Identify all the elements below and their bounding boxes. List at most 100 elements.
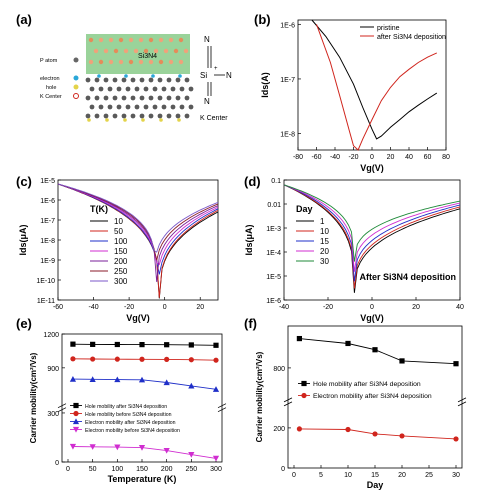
legend-label-2: 100	[114, 237, 128, 246]
legend-title: Day	[296, 204, 313, 214]
p-atom	[130, 95, 136, 101]
series-line-1	[299, 428, 457, 440]
y-tick-label: 1E-5	[266, 274, 281, 281]
si3n4-atoms	[88, 37, 189, 65]
y-tick-label: 200	[273, 426, 285, 433]
x-tick-label: -40	[88, 304, 98, 311]
series-line-3	[57, 183, 219, 266]
data-point-2	[212, 386, 220, 392]
y-axis-label: Carrier mobility(cm²/Vs)	[255, 351, 264, 442]
si3n4-layer-label: Si3N4	[138, 53, 157, 60]
p-atom	[152, 86, 158, 92]
y-tick-label: 1E-6	[280, 22, 295, 29]
legend-label-2: Electron mobility after Si3N4 deposition	[85, 420, 176, 426]
y-tick-label: 0	[281, 466, 285, 473]
phosphorene-lattice	[85, 74, 194, 122]
p-atom	[139, 113, 145, 119]
p-atom	[166, 95, 172, 101]
k-center-label: K Center	[200, 115, 228, 122]
panel-f-label: (f)	[244, 316, 257, 331]
p-atom	[125, 86, 131, 92]
x-axis-label: Day	[367, 480, 384, 490]
p-atom	[134, 104, 140, 110]
x-tick-label: -60	[53, 304, 63, 311]
si3n4-atom	[123, 48, 129, 54]
data-point-1	[188, 357, 194, 363]
hole	[159, 118, 163, 122]
data-point-1	[90, 356, 96, 362]
si3n4-atom	[98, 37, 104, 43]
x-tick-label: -20	[323, 304, 333, 311]
series-line-0	[311, 19, 438, 140]
x-axis-label: Vg(V)	[360, 163, 384, 173]
si3n4-atom	[168, 37, 174, 43]
data-point-0	[213, 342, 219, 348]
electron	[124, 74, 128, 78]
p-atom	[157, 113, 163, 119]
series-line-3	[72, 446, 217, 459]
series-line-4	[57, 183, 219, 282]
chart-c: (c) -60 -40 -20 0 20 1E-5 1E-6 1E-7 1E-8 1E-9 1E-10…	[16, 174, 219, 323]
legend-electron: electron	[40, 76, 60, 82]
p-atom	[103, 113, 109, 119]
data-point-2	[89, 376, 96, 382]
legend-label-1: after Si3N4 deposition	[377, 34, 446, 41]
p-atom	[121, 95, 127, 101]
y-tick-label: 1E-10	[36, 278, 55, 285]
data-point-0	[114, 341, 120, 348]
legend-marker-0	[301, 380, 307, 387]
k-center-marker	[73, 93, 79, 99]
legend-marker-3	[72, 426, 80, 433]
data-point-2	[114, 376, 121, 383]
legend-label-3: 20	[320, 247, 329, 256]
x-tick-label: 30	[452, 472, 460, 479]
legend-label-0: 10	[114, 217, 123, 226]
x-tick-label: 300	[210, 466, 222, 473]
legend-label-1: Electron mobility after Si3N4 deposition	[313, 393, 432, 400]
legend-label-0: Hole mobility after Si3N4 deposition	[85, 404, 167, 410]
si3n4-atom	[183, 48, 189, 54]
legend-label-0: pristine	[377, 25, 400, 32]
data-point-3	[188, 452, 195, 458]
y-axis-label: Ids(A)	[260, 72, 270, 98]
x-tick-label: 0	[292, 472, 296, 479]
si3n4-atom	[108, 37, 114, 43]
p-atom	[161, 104, 167, 110]
y-tick-label: 1E-7	[280, 77, 295, 84]
x-tick-label: -40	[330, 154, 340, 161]
legend-label-1: Hole mobility before Si3N4 deposition	[85, 412, 172, 418]
data-point-0	[399, 358, 405, 364]
p-atom	[98, 104, 104, 110]
p-atom	[85, 77, 91, 83]
chart-annotation: After Si3N4 deposition	[359, 272, 456, 282]
defect-atom-n-right: N	[226, 71, 232, 80]
data-point-1	[372, 431, 378, 437]
panel-e-label: (e)	[16, 316, 32, 331]
hole	[87, 118, 91, 122]
electron	[178, 74, 182, 78]
y-tick-label: 1E-8	[280, 132, 295, 139]
series-line-6	[57, 183, 219, 253]
si3n4-atom	[138, 59, 144, 65]
legend-title: T(K)	[90, 204, 108, 214]
si3n4-atom	[128, 37, 134, 43]
p-atom	[98, 86, 104, 92]
p-atom	[175, 113, 181, 119]
data-point-2	[69, 376, 77, 382]
si3n4-atom	[93, 48, 99, 54]
si3n4-atom	[88, 37, 94, 43]
p-atom	[125, 104, 131, 110]
p-atom	[103, 95, 109, 101]
electron-marker	[73, 75, 79, 81]
data-point-2	[188, 382, 195, 389]
legend-label-1: 10	[320, 227, 329, 236]
y-tick-label: 1E-8	[40, 238, 55, 245]
y-tick-label: 300	[47, 411, 59, 418]
x-tick-label: -80	[293, 154, 303, 161]
si3n4-atom	[118, 59, 124, 65]
data-point-1	[114, 356, 120, 362]
legend-marker-1	[73, 410, 79, 417]
p-atom	[188, 86, 194, 92]
y-tick-label: 1E-11	[37, 298, 55, 305]
si3n4-atom	[178, 59, 184, 65]
